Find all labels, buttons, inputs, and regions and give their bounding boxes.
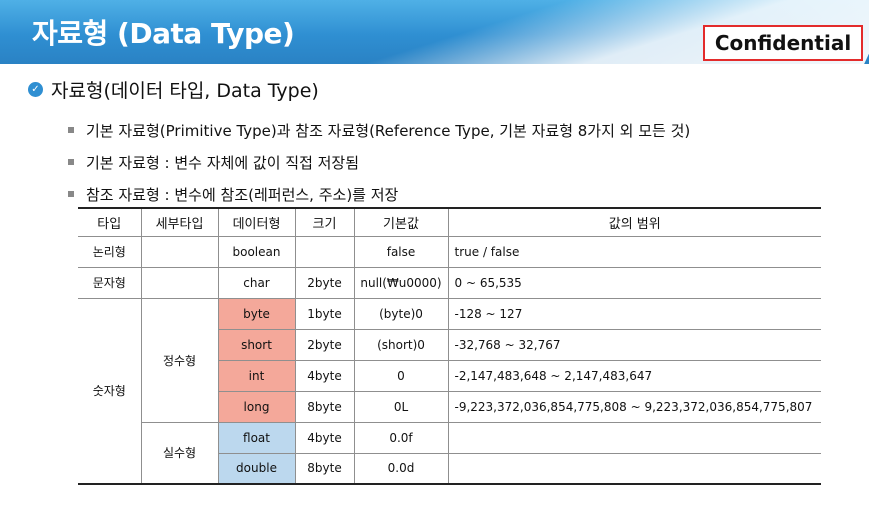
- default-cell: (byte)0: [353, 297, 449, 330]
- column-header: 타입: [78, 207, 142, 237]
- range-cell: [447, 421, 821, 454]
- square-bullet-icon: [68, 127, 74, 133]
- bullet-text: 기본 자료형 : 변수 자체에 값이 직접 저장됨: [86, 153, 360, 172]
- type-cell: 문자형: [78, 266, 142, 299]
- size-cell: 8byte: [294, 390, 355, 423]
- page-title: 자료형 (Data Type): [32, 17, 295, 50]
- datatype-cell: long: [218, 390, 296, 423]
- bullet-text: 참조 자료형 : 변수에 참조(레퍼런스, 주소)를 저장: [86, 185, 399, 204]
- section-heading: ✓ 자료형(데이터 타입, Data Type): [28, 76, 319, 103]
- datatype-cell: float: [217, 421, 296, 454]
- range-cell: -9,223,372,036,854,775,808 ~ 9,223,372,0…: [447, 390, 821, 423]
- datatype-cell: int: [218, 359, 296, 392]
- column-header: 기본값: [353, 207, 449, 237]
- column-header: 세부타입: [140, 207, 219, 237]
- range-cell: [447, 452, 821, 485]
- check-circle-icon: ✓: [28, 82, 43, 97]
- table-row: 실수형 float 4byte 0.0f: [78, 421, 821, 485]
- subtype-cell: [140, 235, 219, 268]
- table-row: 논리형 boolean false true / false: [78, 235, 821, 268]
- type-cell: 숫자형: [78, 297, 142, 485]
- range-cell: true / false: [447, 235, 821, 268]
- size-cell: 8byte: [294, 452, 355, 485]
- square-bullet-icon: [68, 159, 74, 165]
- default-cell: (short)0: [353, 328, 449, 361]
- datatype-cell: short: [218, 328, 296, 361]
- datatype-cell: boolean: [217, 235, 296, 268]
- data-type-table: 타입 세부타입 데이터형 크기 기본값 값의 범위 논리형 boolean fa…: [78, 207, 821, 485]
- bullet-text: 기본 자료형(Primitive Type)과 참조 자료형(Reference…: [86, 121, 691, 140]
- size-cell: 4byte: [294, 359, 355, 392]
- square-bullet-icon: [68, 191, 74, 197]
- column-header: 데이터형: [217, 207, 296, 237]
- table-row: long 8byte 0L -9,223,372,036,854,775,808…: [78, 390, 821, 423]
- table-row: 숫자형 정수형 byte 1byte (byte)0 -128 ~ 127: [78, 297, 821, 485]
- column-header: 값의 범위: [447, 207, 821, 237]
- list-item: 참조 자료형 : 변수에 참조(레퍼런스, 주소)를 저장: [68, 178, 690, 210]
- table-row: 문자형 char 2byte null(₩u0000) 0 ~ 65,535: [78, 266, 821, 299]
- bullet-list: 기본 자료형(Primitive Type)과 참조 자료형(Reference…: [68, 114, 690, 210]
- size-cell: 2byte: [294, 266, 355, 299]
- type-cell: 논리형: [78, 235, 142, 268]
- section-heading-text: 자료형(데이터 타입, Data Type): [51, 80, 319, 102]
- size-cell: [294, 235, 355, 268]
- size-cell: 2byte: [294, 328, 355, 361]
- default-cell: 0: [353, 359, 449, 392]
- range-cell: 0 ~ 65,535: [447, 266, 821, 299]
- subtype-cell: 실수형: [141, 421, 219, 485]
- subtype-cell: 정수형: [140, 297, 219, 423]
- list-item: 기본 자료형 : 변수 자체에 값이 직접 저장됨: [68, 146, 690, 178]
- table-row: double 8byte 0.0d: [78, 452, 821, 485]
- confidential-badge: Confidential: [703, 25, 863, 61]
- size-cell: 1byte: [294, 297, 355, 330]
- size-cell: 4byte: [294, 421, 355, 454]
- default-cell: false: [353, 235, 449, 268]
- table-header-row: 타입 세부타입 데이터형 크기 기본값 값의 범위: [78, 207, 821, 237]
- table-row: short 2byte (short)0 -32,768 ~ 32,767: [78, 328, 821, 361]
- subtype-cell: [140, 266, 219, 299]
- datatype-cell: char: [217, 266, 296, 299]
- default-cell: null(₩u0000): [353, 266, 449, 299]
- default-cell: 0L: [353, 390, 449, 423]
- range-cell: -32,768 ~ 32,767: [447, 328, 821, 361]
- datatype-cell: double: [218, 452, 296, 485]
- default-cell: 0.0f: [353, 421, 449, 454]
- table-row: int 4byte 0 -2,147,483,648 ~ 2,147,483,6…: [78, 359, 821, 392]
- default-cell: 0.0d: [353, 452, 449, 485]
- column-header: 크기: [294, 207, 355, 237]
- range-cell: -128 ~ 127: [447, 297, 821, 330]
- list-item: 기본 자료형(Primitive Type)과 참조 자료형(Reference…: [68, 114, 690, 146]
- range-cell: -2,147,483,648 ~ 2,147,483,647: [447, 359, 821, 392]
- datatype-cell: byte: [217, 297, 296, 330]
